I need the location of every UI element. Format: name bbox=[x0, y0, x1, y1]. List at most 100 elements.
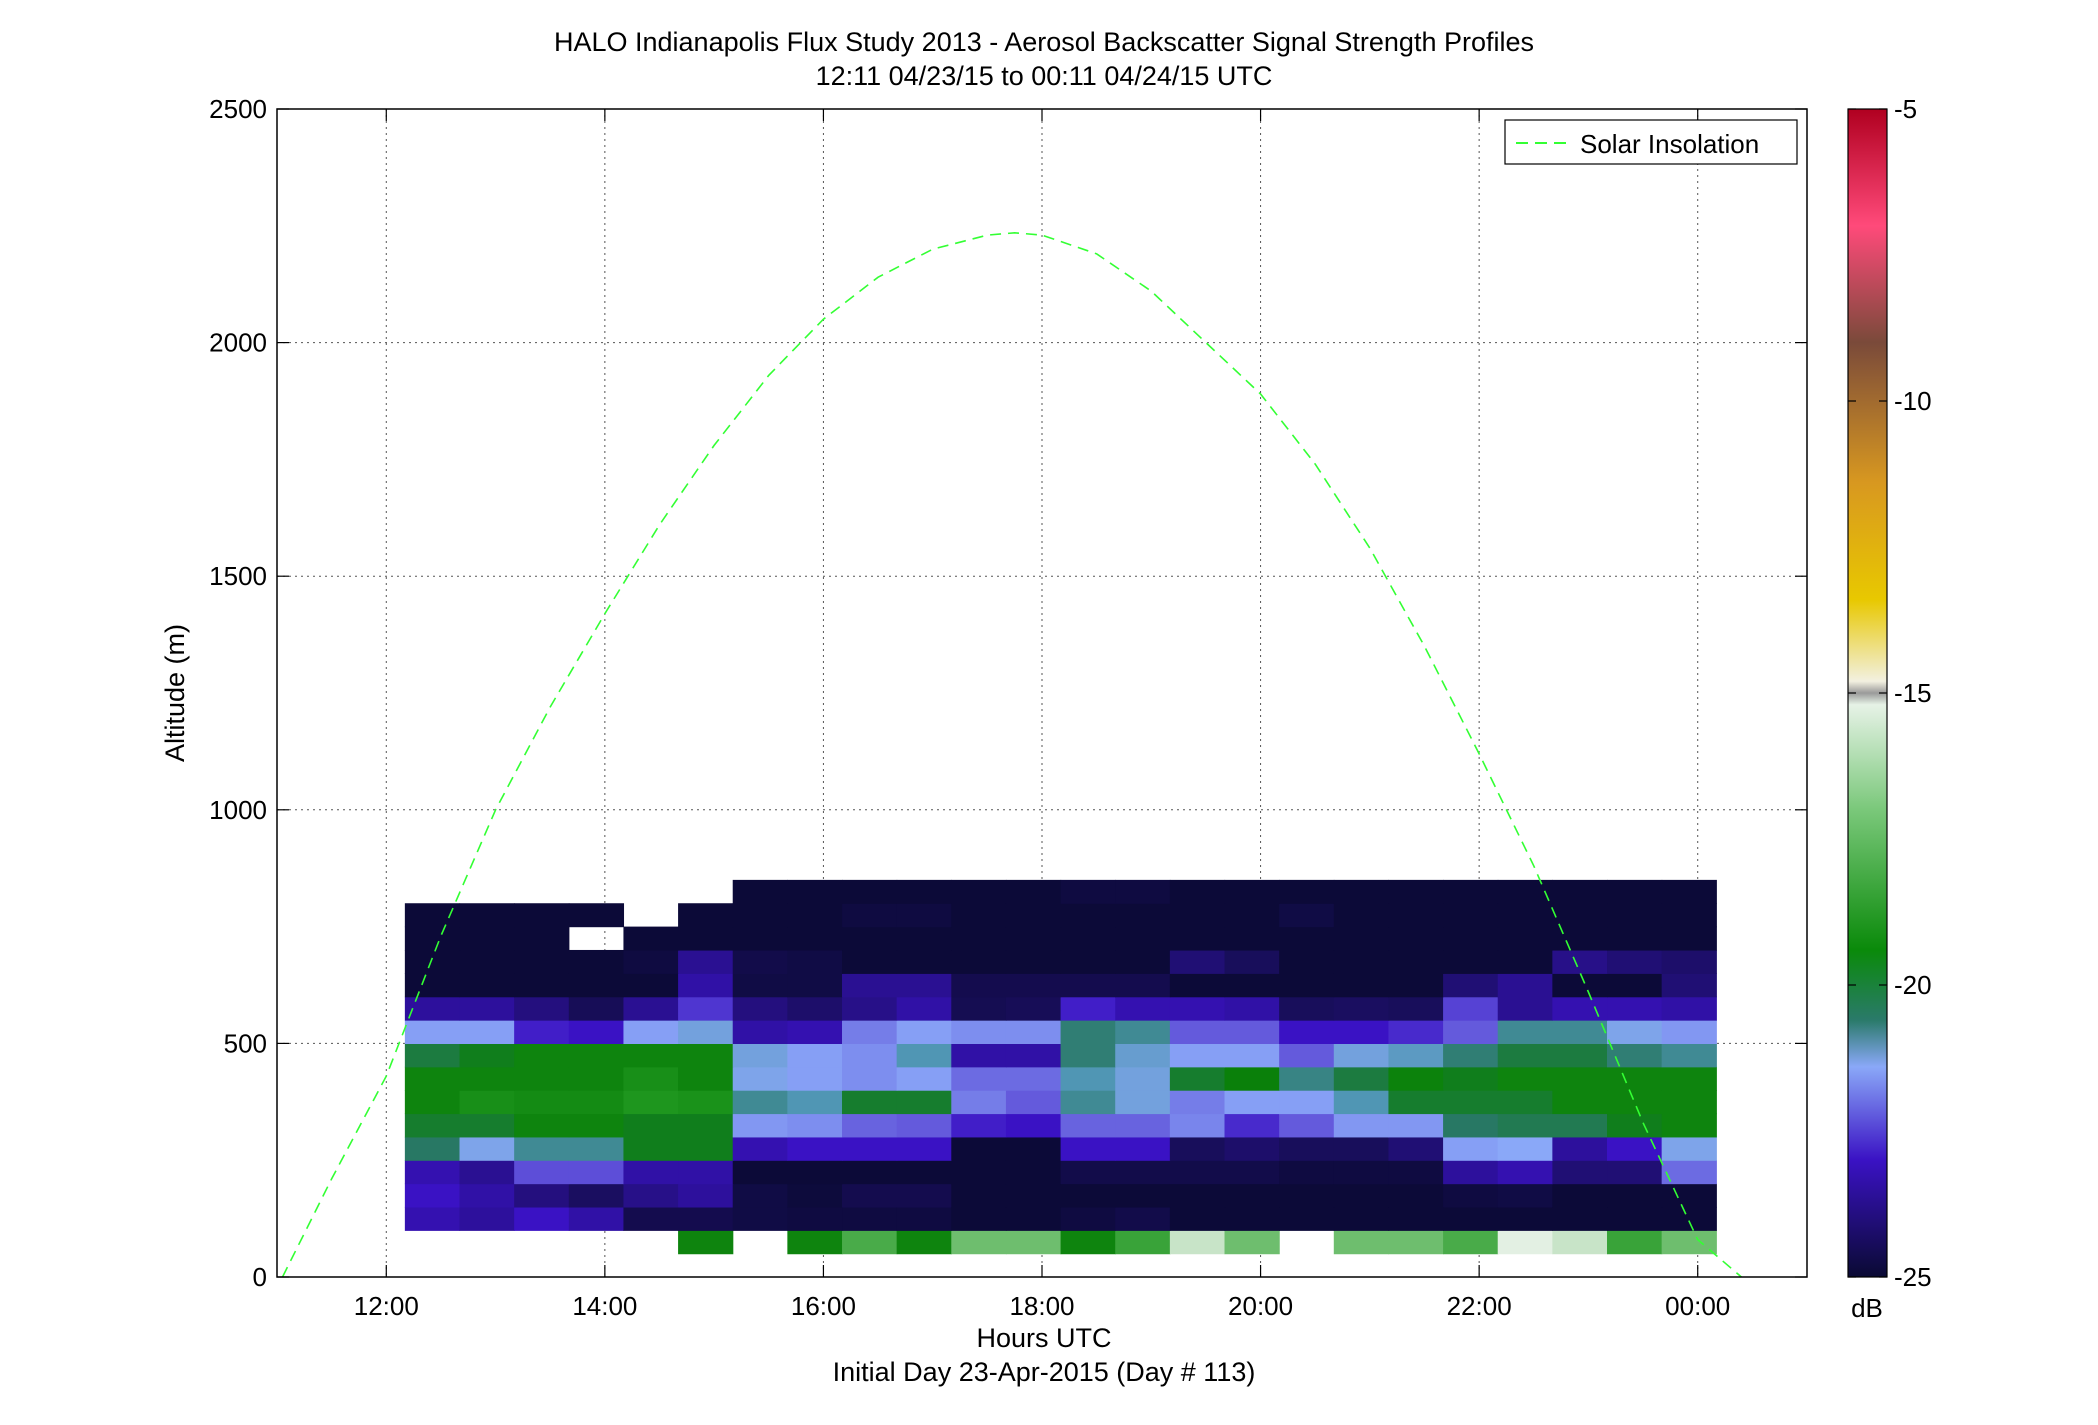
heatmap-cell bbox=[678, 973, 734, 998]
heatmap-cell bbox=[787, 949, 843, 974]
heatmap-cell bbox=[678, 1183, 734, 1208]
heatmap-cell bbox=[1333, 879, 1390, 904]
heatmap-cell bbox=[1497, 1043, 1553, 1068]
heatmap-cell bbox=[1443, 879, 1499, 904]
heatmap-cell bbox=[1552, 903, 1608, 928]
heatmap-cell bbox=[951, 949, 1007, 974]
heatmap-cell bbox=[1005, 1020, 1062, 1044]
y-tick-label: 2000 bbox=[209, 328, 267, 358]
heatmap-cell bbox=[1497, 973, 1553, 998]
heatmap-cell bbox=[1115, 926, 1171, 951]
heatmap-cell bbox=[1497, 879, 1553, 904]
heatmap-cell bbox=[1607, 879, 1663, 904]
heatmap-cell bbox=[1388, 1113, 1444, 1138]
heatmap-cell bbox=[1661, 1136, 1717, 1161]
colorbar-tick-label: -15 bbox=[1894, 678, 1932, 708]
heatmap-cell bbox=[1115, 1230, 1171, 1255]
heatmap-cell bbox=[404, 1183, 461, 1208]
heatmap-cell bbox=[1169, 926, 1226, 951]
heatmap-cell bbox=[678, 1230, 734, 1255]
heatmap-cell bbox=[951, 996, 1007, 1021]
heatmap-cell bbox=[568, 1160, 625, 1185]
heatmap-cell bbox=[568, 1020, 625, 1044]
colorbar: -25 -20 -15 -10 -5 dB bbox=[1847, 94, 1932, 1323]
heatmap-cell bbox=[404, 926, 461, 951]
heatmap-cell bbox=[951, 1160, 1007, 1185]
heatmap-cell bbox=[1497, 1066, 1553, 1091]
heatmap-cell bbox=[1224, 1136, 1280, 1161]
heatmap-cell bbox=[1388, 973, 1444, 998]
heatmap-cell bbox=[732, 1160, 788, 1185]
heatmap-cell bbox=[1497, 1230, 1553, 1255]
heatmap-cell bbox=[1333, 1043, 1390, 1068]
heatmap-cell bbox=[1497, 996, 1553, 1021]
heatmap-cell bbox=[951, 1043, 1007, 1068]
y-tick-label: 2500 bbox=[209, 94, 267, 124]
heatmap-cell bbox=[1060, 1066, 1116, 1091]
heatmap-cell bbox=[459, 949, 515, 974]
heatmap-cell bbox=[1552, 879, 1608, 904]
heatmap-cell bbox=[1388, 903, 1444, 928]
heatmap-cell bbox=[1333, 926, 1390, 951]
heatmap-cell bbox=[1497, 1206, 1553, 1231]
heatmap-cell bbox=[1497, 949, 1553, 974]
heatmap-cell bbox=[678, 1160, 734, 1185]
heatmap-cell bbox=[1005, 949, 1062, 974]
heatmap-cell bbox=[1279, 949, 1335, 974]
heatmap-cell bbox=[623, 949, 679, 974]
x-axis-sublabel: Initial Day 23-Apr-2015 (Day # 113) bbox=[833, 1357, 1256, 1387]
heatmap-cell bbox=[1388, 1043, 1444, 1068]
heatmap-cell bbox=[1115, 1066, 1171, 1091]
x-tick-label: 18:00 bbox=[1009, 1291, 1074, 1321]
heatmap-cell bbox=[1661, 1020, 1717, 1044]
heatmap-cell bbox=[842, 926, 898, 951]
heatmap-cell bbox=[404, 1206, 461, 1231]
heatmap-cell bbox=[1224, 949, 1280, 974]
heatmap-cell bbox=[787, 1066, 843, 1091]
x-tick-label: 14:00 bbox=[572, 1291, 637, 1321]
heatmap-cell bbox=[623, 1090, 679, 1115]
heatmap-cell bbox=[1552, 973, 1608, 998]
heatmap-cell bbox=[1607, 1183, 1663, 1208]
heatmap-cell bbox=[459, 1113, 515, 1138]
heatmap-cell bbox=[1115, 1206, 1171, 1231]
heatmap-cell bbox=[787, 926, 843, 951]
heatmap-cell bbox=[787, 1113, 843, 1138]
chart-subtitle: 12:11 04/23/15 to 00:11 04/24/15 UTC bbox=[816, 61, 1273, 91]
heatmap-cell bbox=[404, 1160, 461, 1185]
heatmap-cell bbox=[896, 1113, 952, 1138]
heatmap-cell bbox=[787, 1043, 843, 1068]
heatmap-cell bbox=[404, 1066, 461, 1091]
heatmap-cell bbox=[514, 949, 570, 974]
heatmap-cell bbox=[568, 1090, 625, 1115]
heatmap-cell bbox=[1443, 1206, 1499, 1231]
heatmap-cell bbox=[514, 973, 570, 998]
heatmap-cell bbox=[1443, 1066, 1499, 1091]
heatmap-cell bbox=[1497, 903, 1553, 928]
heatmap-cell bbox=[568, 1206, 625, 1231]
heatmap-cell bbox=[1443, 1230, 1499, 1255]
heatmap-cell bbox=[1552, 1020, 1608, 1044]
heatmap-cell bbox=[1552, 1113, 1608, 1138]
heatmap-cell bbox=[1661, 996, 1717, 1021]
heatmap-cell bbox=[568, 1043, 625, 1068]
heatmap-cell bbox=[1333, 1183, 1390, 1208]
heatmap-cell bbox=[678, 1066, 734, 1091]
heatmap-cell bbox=[459, 973, 515, 998]
heatmap-cell bbox=[1169, 1043, 1226, 1068]
heatmap-cell bbox=[1279, 1136, 1335, 1161]
heatmap-cell bbox=[951, 973, 1007, 998]
heatmap-cell bbox=[787, 1020, 843, 1044]
heatmap-cell bbox=[514, 1020, 570, 1044]
x-tick-label: 00:00 bbox=[1665, 1291, 1730, 1321]
heatmap-cell bbox=[1169, 1090, 1226, 1115]
heatmap-cell bbox=[732, 1136, 788, 1161]
heatmap-cell bbox=[732, 1090, 788, 1115]
heatmap-cell bbox=[623, 1043, 679, 1068]
heatmap-cell bbox=[1224, 1066, 1280, 1091]
heatmap-cell bbox=[732, 1020, 788, 1044]
heatmap-cell bbox=[1005, 996, 1062, 1021]
heatmap-cell bbox=[1224, 973, 1280, 998]
heatmap-cell bbox=[1005, 1183, 1062, 1208]
heatmap-cell bbox=[1661, 1160, 1717, 1185]
